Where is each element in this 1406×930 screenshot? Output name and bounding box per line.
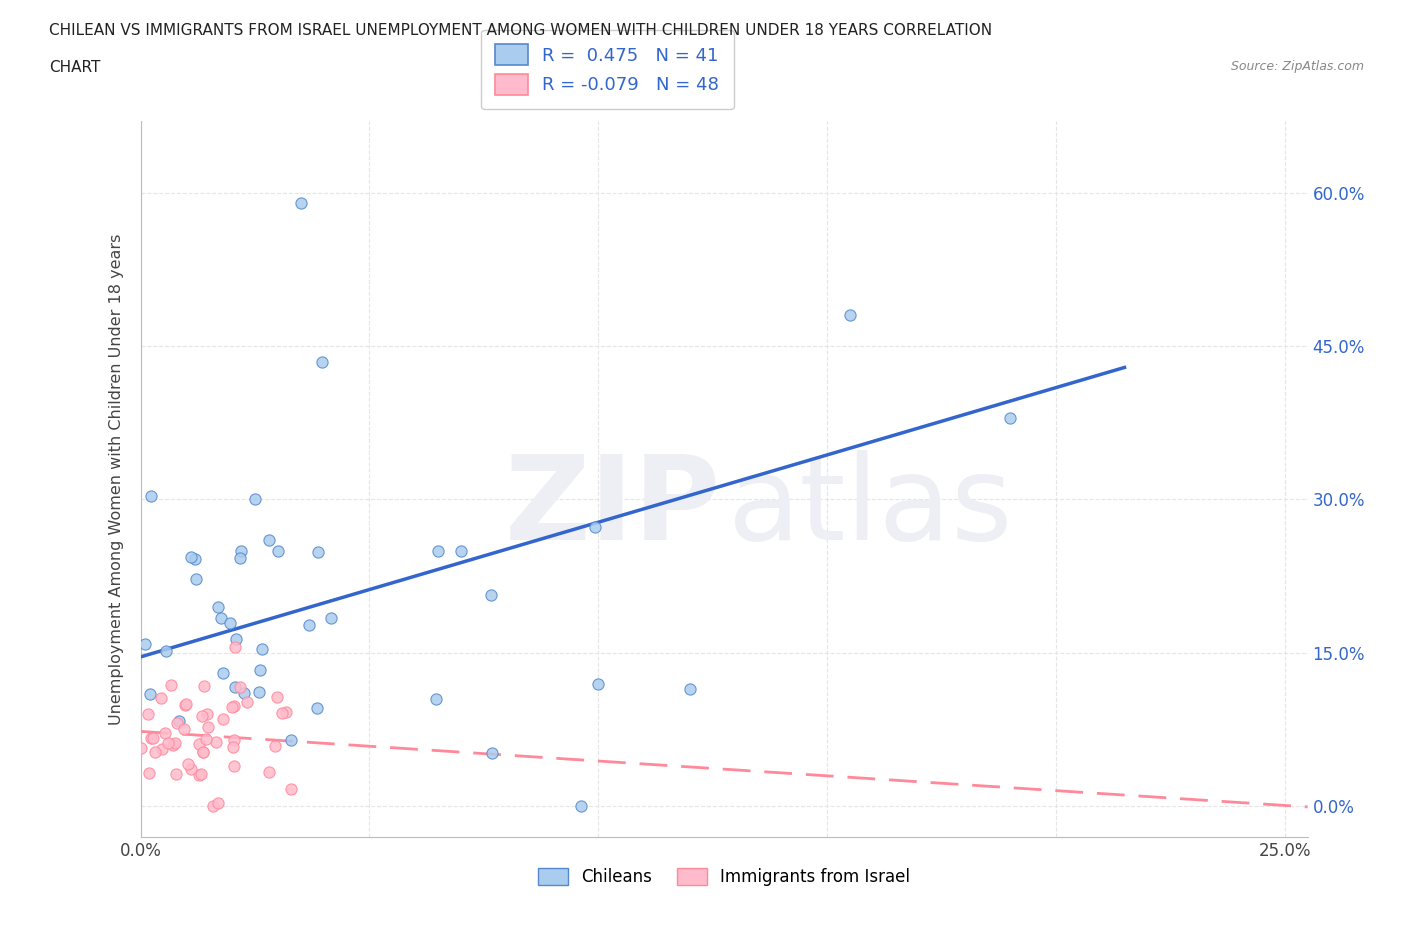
Point xyxy=(165,767,187,782)
Point xyxy=(221,739,243,754)
Point xyxy=(190,766,212,781)
Point xyxy=(311,355,333,370)
Point xyxy=(136,707,159,722)
Point xyxy=(211,711,233,726)
Point xyxy=(450,543,472,558)
Point xyxy=(229,680,252,695)
Point xyxy=(305,700,328,715)
Point xyxy=(187,737,209,751)
Point xyxy=(224,640,246,655)
Point xyxy=(186,572,208,587)
Point xyxy=(225,632,247,647)
Point xyxy=(191,745,214,760)
Point xyxy=(173,721,195,736)
Point xyxy=(197,719,219,734)
Point xyxy=(247,684,270,699)
Y-axis label: Unemployment Among Women with Children Under 18 years: Unemployment Among Women with Children U… xyxy=(108,233,124,724)
Point xyxy=(243,492,266,507)
Point xyxy=(307,544,329,559)
Point xyxy=(222,759,245,774)
Point xyxy=(839,308,862,323)
Point xyxy=(266,690,288,705)
Point xyxy=(481,746,503,761)
Point xyxy=(190,709,212,724)
Text: CHART: CHART xyxy=(49,60,101,75)
Point xyxy=(129,740,152,755)
Point xyxy=(139,731,162,746)
Point xyxy=(176,757,198,772)
Point xyxy=(586,676,609,691)
Point xyxy=(280,733,302,748)
Point xyxy=(321,611,343,626)
Point xyxy=(479,588,502,603)
Point xyxy=(229,551,252,565)
Point xyxy=(180,762,202,777)
Text: Source: ZipAtlas.com: Source: ZipAtlas.com xyxy=(1230,60,1364,73)
Point xyxy=(195,706,218,721)
Point xyxy=(427,543,450,558)
Point xyxy=(249,662,271,677)
Point xyxy=(142,730,165,745)
Point xyxy=(290,195,312,210)
Point xyxy=(679,681,702,696)
Point xyxy=(139,686,162,701)
Point xyxy=(141,488,163,503)
Point xyxy=(207,796,229,811)
Legend: Chileans, Immigrants from Israel: Chileans, Immigrants from Israel xyxy=(531,861,917,893)
Point xyxy=(183,551,205,566)
Point xyxy=(267,543,290,558)
Point xyxy=(221,699,243,714)
Point xyxy=(138,765,160,780)
Point xyxy=(252,642,274,657)
Point xyxy=(569,799,592,814)
Point xyxy=(276,705,298,720)
Point xyxy=(193,679,215,694)
Point xyxy=(173,698,195,713)
Point xyxy=(207,600,229,615)
Point xyxy=(257,533,280,548)
Point xyxy=(224,699,246,714)
Point xyxy=(204,734,226,749)
Text: ZIP: ZIP xyxy=(505,450,721,565)
Point xyxy=(180,550,202,565)
Point xyxy=(201,799,224,814)
Point xyxy=(209,610,232,625)
Point xyxy=(167,713,190,728)
Point xyxy=(259,764,281,779)
Point xyxy=(236,694,259,709)
Point xyxy=(160,677,183,692)
Point xyxy=(264,738,287,753)
Point xyxy=(583,519,606,534)
Point xyxy=(162,737,184,752)
Point xyxy=(149,691,172,706)
Point xyxy=(998,410,1021,425)
Point xyxy=(218,616,240,631)
Point xyxy=(153,725,176,740)
Point xyxy=(134,636,156,651)
Point xyxy=(191,744,214,759)
Point xyxy=(298,618,321,632)
Text: CHILEAN VS IMMIGRANTS FROM ISRAEL UNEMPLOYMENT AMONG WOMEN WITH CHILDREN UNDER 1: CHILEAN VS IMMIGRANTS FROM ISRAEL UNEMPL… xyxy=(49,23,993,38)
Point xyxy=(425,692,447,707)
Point xyxy=(280,781,302,796)
Point xyxy=(224,679,246,694)
Point xyxy=(163,736,186,751)
Point xyxy=(195,732,218,747)
Point xyxy=(166,715,188,730)
Point xyxy=(231,543,253,558)
Point xyxy=(156,736,179,751)
Point xyxy=(150,742,173,757)
Point xyxy=(270,705,292,720)
Point xyxy=(212,666,235,681)
Text: atlas: atlas xyxy=(727,450,1012,565)
Point xyxy=(174,697,197,711)
Point xyxy=(187,768,209,783)
Point xyxy=(155,644,177,658)
Point xyxy=(222,733,245,748)
Point xyxy=(232,685,254,700)
Point xyxy=(143,745,166,760)
